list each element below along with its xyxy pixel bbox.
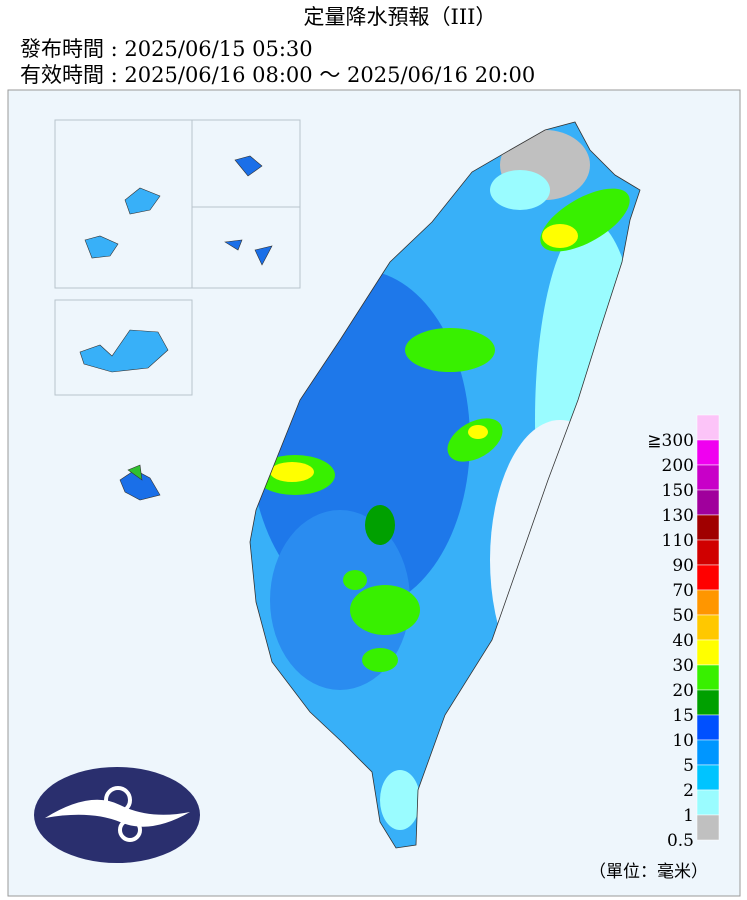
legend-label: 150: [662, 481, 694, 501]
legend-swatch: [696, 714, 720, 741]
legend-label: 40: [672, 631, 694, 651]
legend-swatch: [696, 589, 720, 616]
title: 定量降水預報（III）: [304, 5, 497, 29]
valid-time: 有效時間 : 2025/06/16 08:00 ～ 2025/06/16 20:…: [20, 63, 535, 87]
legend: ≧300 200 150 130 110 90 70 50 40 30 20 15 10 5 2 1 0.5: [647, 414, 720, 851]
legend-label: 90: [672, 556, 694, 576]
legend-swatch: [696, 689, 720, 716]
legend-swatch: [696, 414, 720, 441]
legend-swatch: [696, 439, 720, 466]
legend-swatch: [696, 614, 720, 641]
legend-label: 110: [662, 531, 694, 551]
legend-swatch: [696, 564, 720, 591]
legend-label: 0.5: [667, 831, 694, 851]
logo: [34, 767, 200, 863]
legend-swatch: [696, 514, 720, 541]
legend-label: 10: [672, 731, 694, 751]
legend-swatch: [696, 489, 720, 516]
issued-time: 發布時間 : 2025/06/15 05:30: [20, 37, 313, 61]
legend-swatch: [696, 814, 720, 841]
legend-label: 50: [672, 606, 694, 626]
legend-swatch: [696, 639, 720, 666]
legend-label: 15: [672, 706, 694, 726]
legend-swatch: [696, 764, 720, 791]
insets: [54, 119, 301, 396]
legend-swatch: [696, 739, 720, 766]
legend-label: 5: [683, 756, 694, 776]
legend-label: 20: [672, 681, 694, 701]
legend-unit: （單位：毫米）: [589, 862, 708, 882]
legend-label: 30: [672, 656, 694, 676]
legend-label: 2: [683, 781, 694, 801]
legend-label: 130: [662, 506, 694, 526]
legend-label: 1: [683, 806, 694, 826]
taiwan-outline: [249, 121, 641, 849]
legend-swatch: [696, 664, 720, 691]
legend-label: 70: [672, 581, 694, 601]
legend-swatch: [696, 464, 720, 491]
islands: [79, 155, 273, 501]
legend-swatch: [696, 539, 720, 566]
legend-label: ≧300: [647, 431, 694, 451]
legend-swatch: [696, 789, 720, 816]
legend-label: 200: [662, 456, 694, 476]
